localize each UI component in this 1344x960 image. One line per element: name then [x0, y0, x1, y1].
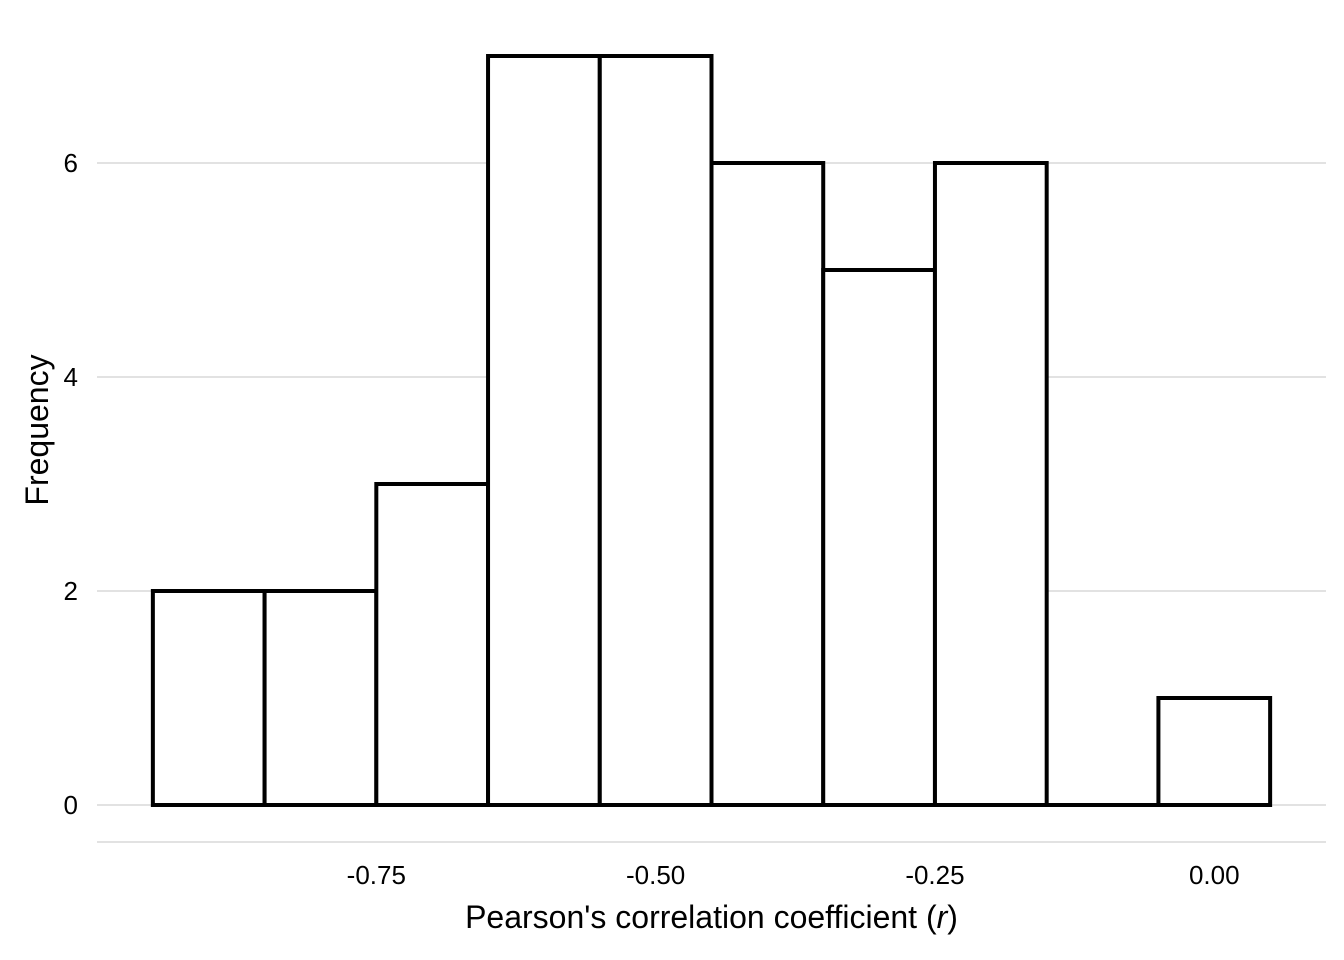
x-axis-title-close: ): [947, 899, 958, 935]
histogram-bar-4: [597, 54, 714, 807]
histogram-bar-7: [932, 161, 1049, 807]
histogram-bar-6: [821, 268, 937, 807]
histogram-bar-2: [374, 482, 491, 807]
x-tick-labels: -0.75 -0.50 -0.25 0.00: [347, 860, 1240, 890]
histogram-bars: [150, 54, 1273, 807]
x-tick-label: -0.25: [905, 860, 964, 890]
y-tick-labels: 0 2 4 6: [64, 148, 78, 820]
y-tick-label: 2: [64, 576, 78, 606]
y-axis-title: Frequency: [19, 354, 55, 505]
x-tick-label: 0.00: [1189, 860, 1240, 890]
y-tick-label: 6: [64, 148, 78, 178]
x-axis-title-variable: r: [937, 899, 949, 935]
x-tick-label: -0.75: [347, 860, 406, 890]
y-tick-label: 0: [64, 790, 78, 820]
histogram-bar-3: [486, 54, 602, 807]
x-axis-title-main: Pearson's correlation coefficient (: [465, 899, 937, 935]
histogram-bar-9: [1156, 696, 1273, 807]
histogram-bar-0: [150, 589, 267, 807]
histogram-bar-5: [709, 161, 826, 807]
y-tick-label: 4: [64, 362, 78, 392]
x-tick-label: -0.50: [626, 860, 685, 890]
histogram-bar-1: [262, 589, 379, 807]
x-axis-title: Pearson's correlation coefficient (r): [465, 899, 958, 935]
